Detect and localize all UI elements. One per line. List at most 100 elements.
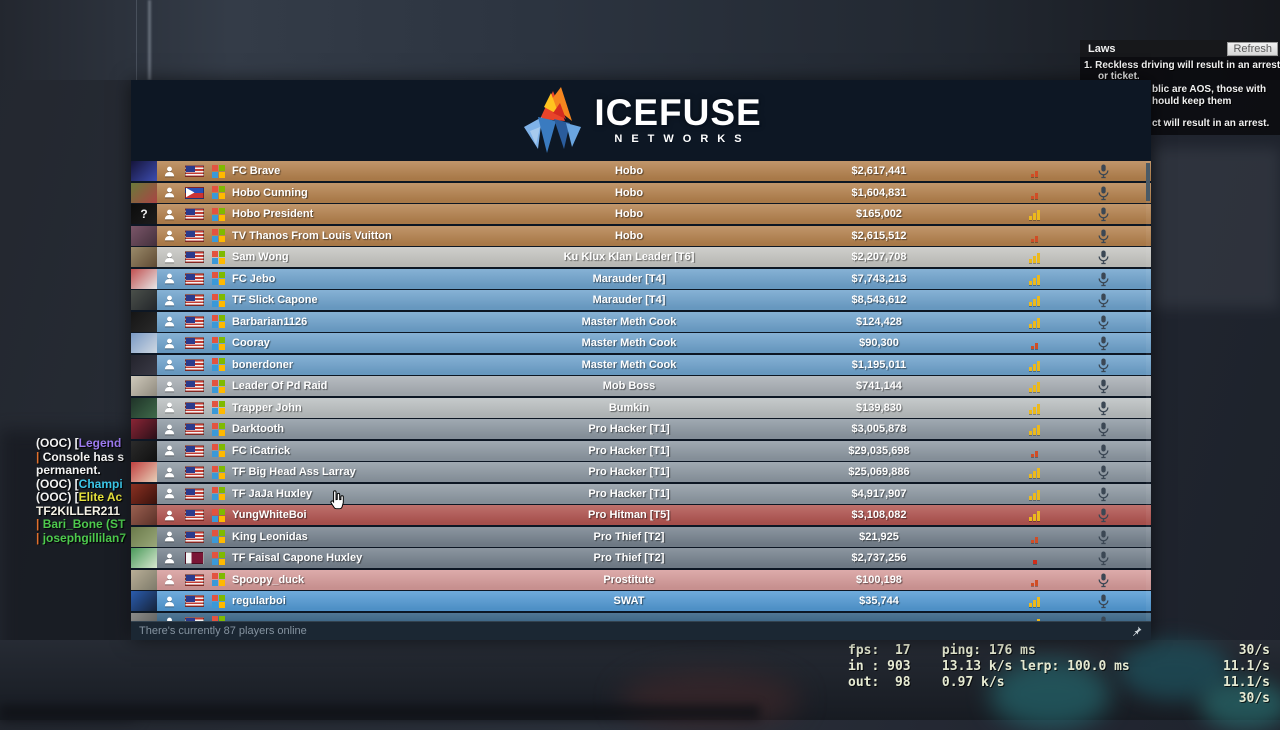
law-rule-fragment: ct will result in an arrest. xyxy=(1152,118,1270,129)
ping-icon xyxy=(1029,380,1041,392)
avatar xyxy=(131,526,157,547)
person-icon xyxy=(157,315,181,328)
scrollbar-thumb[interactable] xyxy=(1146,163,1150,201)
avatar xyxy=(131,505,157,525)
scrollbar[interactable] xyxy=(1146,161,1150,621)
player-money: $1,195,011 xyxy=(851,358,907,371)
player-money: $100,198 xyxy=(856,573,902,586)
platform-icon xyxy=(211,186,225,199)
player-row[interactable]: TV Thanos From Louis Vuitton Hobo $2,615… xyxy=(131,225,1151,246)
platform-icon xyxy=(211,207,225,221)
pin-icon[interactable] xyxy=(1131,625,1143,637)
mute-mic-icon[interactable] xyxy=(1091,464,1115,480)
country-flag-icon xyxy=(184,573,204,586)
player-money: $2,615,512 xyxy=(851,229,907,242)
chat-line: permanent. xyxy=(36,463,131,478)
player-job: Prostitute xyxy=(603,573,655,586)
player-job: Master Meth Cook xyxy=(581,358,677,371)
mute-mic-icon[interactable] xyxy=(1091,249,1115,265)
players-online-text: There's currently 87 players online xyxy=(139,625,307,637)
player-job: Marauder [T4] xyxy=(592,294,666,306)
mute-mic-icon[interactable] xyxy=(1091,206,1115,222)
person-icon xyxy=(157,423,181,436)
person-icon xyxy=(157,208,181,221)
player-row[interactable]: Barbarian1126 Master Meth Cook $124,428 xyxy=(131,311,1151,332)
player-job: Ku Klux Klan Leader [T6] xyxy=(563,251,695,263)
mute-mic-icon[interactable] xyxy=(1091,507,1115,523)
player-row[interactable]: TF Slick Capone Marauder [T4] $8,543,612 xyxy=(131,290,1151,310)
mute-mic-icon[interactable] xyxy=(1091,529,1115,545)
player-row[interactable]: TF Big Head Ass Larray Pro Hacker [T1] $… xyxy=(131,462,1151,482)
player-name: Trapper John xyxy=(232,401,302,414)
player-row[interactable] xyxy=(131,612,1151,621)
mute-mic-icon[interactable] xyxy=(1091,550,1115,566)
country-flag-icon xyxy=(184,423,204,435)
mute-mic-icon[interactable] xyxy=(1091,314,1115,330)
mute-mic-icon[interactable] xyxy=(1091,400,1115,416)
mute-mic-icon[interactable] xyxy=(1091,292,1115,308)
ping-icon xyxy=(1029,466,1041,478)
mute-mic-icon[interactable] xyxy=(1091,228,1115,244)
mute-mic-icon[interactable] xyxy=(1091,185,1115,201)
law-rule-fragment: blic are AOS, those with xyxy=(1152,84,1267,95)
netgraph-line: 30/s xyxy=(1238,691,1270,706)
person-icon xyxy=(157,444,181,457)
player-row[interactable]: Spoopy_duck Prostitute $100,198 xyxy=(131,569,1151,590)
player-row[interactable]: TF JaJa Huxley Pro Hacker [T1] $4,917,90… xyxy=(131,483,1151,504)
player-job: Master Meth Cook xyxy=(581,315,677,328)
refresh-button[interactable]: Refresh xyxy=(1227,41,1278,56)
player-job: Hobo xyxy=(614,165,644,177)
chat-segment: | xyxy=(36,530,43,545)
icefuse-logo-icon xyxy=(524,87,582,153)
platform-icon xyxy=(211,379,225,393)
ping-icon xyxy=(1029,509,1041,521)
person-icon xyxy=(157,466,181,479)
player-row[interactable]: Leader Of Pd Raid Mob Boss $741,144 xyxy=(131,376,1151,396)
player-row[interactable]: FC Jebo Marauder [T4] $7,743,213 xyxy=(131,268,1151,289)
chat-segment: Elite Ac xyxy=(78,490,123,504)
mute-mic-icon[interactable] xyxy=(1091,335,1115,351)
player-money: $139,830 xyxy=(856,401,902,414)
mute-mic-icon[interactable] xyxy=(1091,593,1115,609)
player-job: SWAT xyxy=(613,595,645,607)
platform-icon xyxy=(211,508,225,522)
player-name: Darktooth xyxy=(232,423,284,435)
player-row[interactable]: Cooray Master Meth Cook $90,300 xyxy=(131,333,1151,353)
player-name: TF JaJa Huxley xyxy=(232,487,313,500)
player-money: $1,604,831 xyxy=(851,186,907,199)
player-row[interactable]: Trapper John Bumkin $139,830 xyxy=(131,397,1151,418)
player-row[interactable]: Hobo Cunning Hobo $1,604,831 xyxy=(131,182,1151,203)
avatar xyxy=(131,354,157,375)
player-row[interactable]: Darktooth Pro Hacker [T1] $3,005,878 xyxy=(131,419,1151,439)
mute-mic-icon[interactable] xyxy=(1091,486,1115,502)
player-row[interactable]: ? Hobo President Hobo $165,002 xyxy=(131,204,1151,224)
mute-mic-icon[interactable] xyxy=(1091,271,1115,287)
mute-mic-icon[interactable] xyxy=(1091,615,1115,621)
ping-icon xyxy=(1031,165,1039,177)
player-row[interactable]: FC iCatrick Pro Hacker [T1] $29,035,698 xyxy=(131,440,1151,461)
player-row[interactable]: YungWhiteBoi Pro Hitman [T5] $3,108,082 xyxy=(131,505,1151,525)
mute-mic-icon[interactable] xyxy=(1091,163,1115,179)
netgraph-line: fps: 17 ping: 176 ms 30/s xyxy=(848,643,1270,658)
player-row[interactable]: TF Faisal Capone Huxley Pro Thief [T2] $… xyxy=(131,548,1151,568)
platform-icon xyxy=(211,250,225,264)
player-row[interactable]: bonerdoner Master Meth Cook $1,195,011 xyxy=(131,354,1151,375)
player-money: $8,543,612 xyxy=(851,294,907,306)
mute-mic-icon[interactable] xyxy=(1091,378,1115,394)
mute-mic-icon[interactable] xyxy=(1091,421,1115,437)
player-row[interactable]: regularboi SWAT $35,744 xyxy=(131,591,1151,611)
mute-mic-icon[interactable] xyxy=(1091,443,1115,459)
person-icon xyxy=(157,165,181,178)
player-row[interactable]: FC Brave Hobo $2,617,441 xyxy=(131,161,1151,181)
country-flag-icon xyxy=(184,315,204,328)
country-flag-icon xyxy=(184,251,204,263)
player-money: $21,925 xyxy=(859,530,899,543)
platform-icon xyxy=(211,465,225,479)
player-row[interactable]: King Leonidas Pro Thief [T2] $21,925 xyxy=(131,526,1151,547)
logo-title: ICEFUSE xyxy=(594,91,762,133)
mute-mic-icon[interactable] xyxy=(1091,357,1115,373)
platform-icon xyxy=(211,315,225,328)
player-job: Pro Hacker [T1] xyxy=(588,487,670,500)
mute-mic-icon[interactable] xyxy=(1091,572,1115,588)
player-row[interactable]: Sam Wong Ku Klux Klan Leader [T6] $2,207… xyxy=(131,247,1151,267)
